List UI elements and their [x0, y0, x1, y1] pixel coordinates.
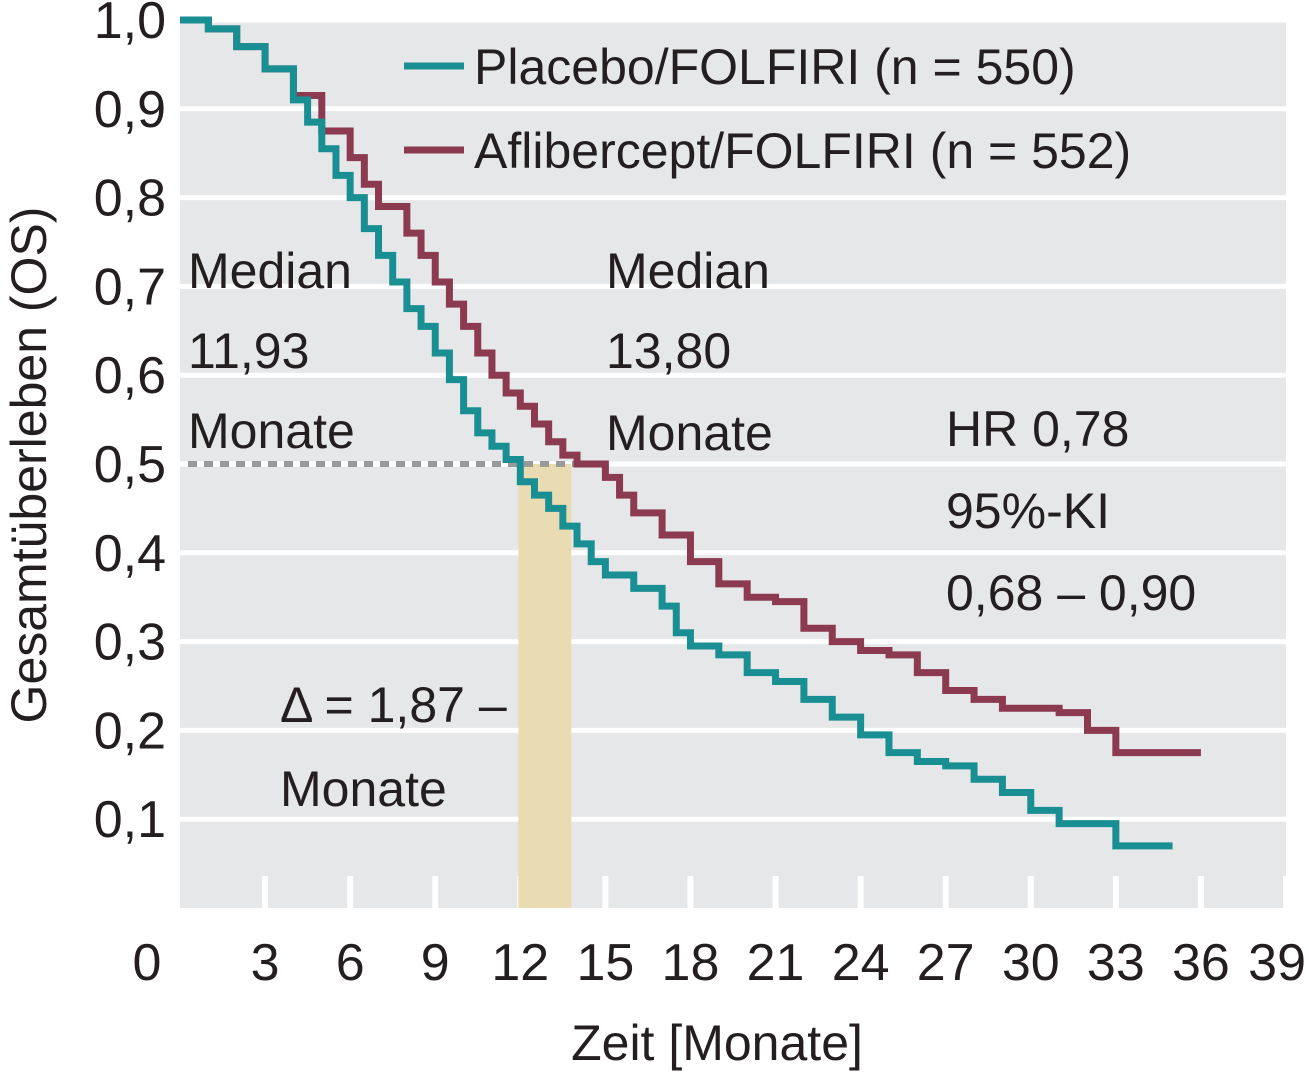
median-aflibercept-line-1: Median: [606, 243, 770, 299]
series-layer: [180, 16, 1201, 850]
x-axis-label: Zeit [Monate]: [571, 1015, 863, 1071]
legend: Placebo/FOLFIRI (n = 550) Aflibercept/FO…: [404, 39, 1131, 179]
y-tick-label: 0,6: [94, 347, 166, 405]
median-placebo-line-2: 11,93: [188, 323, 309, 379]
annotation-hazard-ratio: HR 0,78 95%-KI 0,68 – 0,90: [946, 401, 1196, 621]
x-tick-label: 0: [133, 934, 162, 992]
series-line-placebo: [180, 16, 1173, 850]
hazard-ratio-line-1: HR 0,78: [946, 401, 1129, 457]
x-tick-label: 21: [747, 934, 805, 992]
delta-line-1: Δ = 1,87 –: [280, 677, 507, 733]
x-tick-label: 24: [832, 934, 890, 992]
x-tick-label: 27: [917, 934, 975, 992]
y-tick-label: 0,5: [94, 436, 166, 494]
x-tick-label: 39: [1248, 934, 1306, 992]
median-placebo-line-1: Median: [188, 243, 352, 299]
x-tick-label: 36: [1172, 934, 1230, 992]
y-tick-label: 0,1: [94, 791, 166, 849]
hazard-ratio-line-2: 95%-KI: [946, 483, 1110, 539]
x-tick-label: 6: [336, 934, 365, 992]
y-tick-label: 1,0: [94, 0, 166, 50]
annotation-delta: Δ = 1,87 – Monate: [280, 677, 507, 817]
legend-label-aflibercept: Aflibercept/FOLFIRI (n = 552): [474, 123, 1131, 179]
annotation-median-aflibercept: Median 13,80 Monate: [606, 243, 773, 461]
delta-line-2: Monate: [280, 761, 447, 817]
hazard-ratio-line-3: 0,68 – 0,90: [946, 565, 1196, 621]
y-tick-label: 0,8: [94, 170, 166, 228]
x-tick-label: 18: [662, 934, 720, 992]
x-axis-ticks: 0 3 6 9 12 15 18 21 24 27 30 33 36 39: [133, 934, 1306, 992]
x-tick-label: 15: [576, 934, 634, 992]
y-tick-label: 0,3: [94, 614, 166, 672]
x-tick-label: 9: [421, 934, 450, 992]
y-tick-label: 0,2: [94, 702, 166, 760]
annotation-median-placebo: Median 11,93 Monate: [188, 243, 355, 459]
x-tick-label: 12: [491, 934, 549, 992]
median-placebo-line-3: Monate: [188, 403, 355, 459]
x-tick-label: 30: [1002, 934, 1060, 992]
y-axis-ticks: 0,1 0,2 0,3 0,4 0,5 0,6 0,7 0,8 0,9 1,0: [94, 0, 166, 849]
y-axis-label: Gesamtüberleben (OS): [1, 207, 57, 724]
median-difference-band: [518, 464, 572, 908]
y-tick-label: 0,7: [94, 258, 166, 316]
series-line-aflibercept: [180, 16, 1201, 757]
x-tick-label: 33: [1087, 934, 1145, 992]
median-aflibercept-line-2: 13,80: [606, 323, 731, 379]
median-aflibercept-line-3: Monate: [606, 405, 773, 461]
y-tick-label: 0,4: [94, 525, 166, 583]
x-tick-label: 3: [251, 934, 280, 992]
y-tick-label: 0,9: [94, 81, 166, 139]
legend-label-placebo: Placebo/FOLFIRI (n = 550): [474, 39, 1076, 95]
